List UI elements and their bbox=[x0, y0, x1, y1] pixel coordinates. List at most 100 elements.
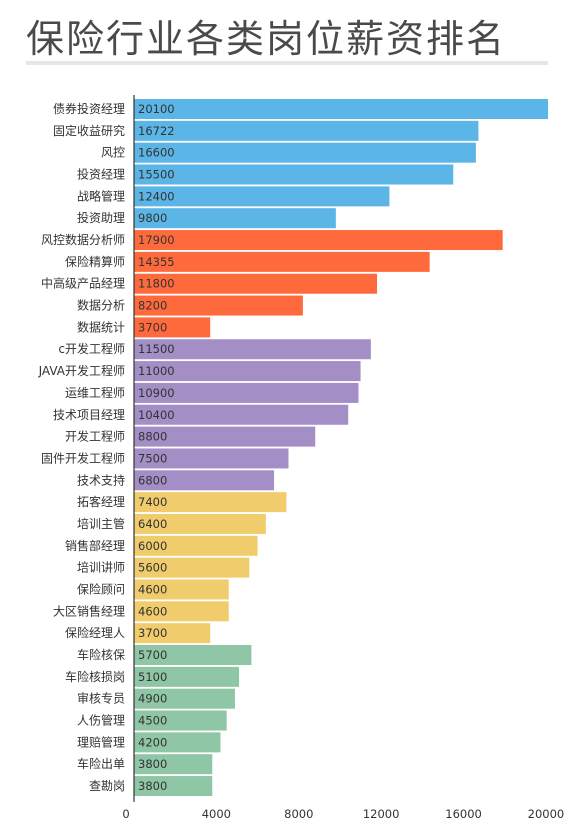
bar bbox=[134, 601, 229, 622]
value-label: 6000 bbox=[138, 539, 167, 553]
value-label: 5100 bbox=[138, 670, 167, 684]
bar bbox=[134, 470, 275, 491]
bar-row: 投资助理 9800 bbox=[77, 208, 336, 229]
value-label: 4200 bbox=[138, 735, 167, 749]
value-label: 3800 bbox=[138, 757, 167, 771]
category-label: 数据统计 bbox=[77, 319, 125, 334]
bar bbox=[134, 513, 266, 534]
bar-row: 车险核损岗 5100 bbox=[65, 666, 240, 687]
value-label: 8200 bbox=[138, 299, 167, 313]
bar bbox=[134, 535, 258, 556]
bar-row: 车险核保 5700 bbox=[77, 645, 252, 665]
bar bbox=[134, 448, 289, 469]
category-label: 中高级产品经理 bbox=[41, 276, 125, 291]
bar-row: 培训讲师 5600 bbox=[77, 557, 250, 578]
category-label: 审核专员 bbox=[77, 691, 125, 706]
bar-row: 人伤管理 4500 bbox=[77, 710, 227, 731]
value-label: 6400 bbox=[138, 517, 167, 531]
bar-row: 审核专员 4900 bbox=[77, 688, 235, 709]
x-tick-label: 8000 bbox=[284, 807, 313, 821]
category-label: 固定收益研究 bbox=[53, 123, 125, 138]
bar bbox=[134, 230, 503, 251]
bar-row: 数据分析 8200 bbox=[77, 295, 303, 316]
value-label: 14355 bbox=[138, 255, 175, 269]
value-label: 7400 bbox=[138, 495, 167, 509]
value-label: 6800 bbox=[138, 473, 167, 487]
value-label: 12400 bbox=[138, 189, 175, 203]
bar-row: 固定收益研究 16722 bbox=[53, 120, 479, 141]
bar-row: 培训主管 6400 bbox=[77, 513, 266, 534]
bar bbox=[134, 710, 227, 731]
category-label: 保险经理人 bbox=[65, 625, 125, 640]
bar-row: 销售部经理 6000 bbox=[65, 535, 258, 556]
category-label: 保险精算师 bbox=[65, 254, 125, 269]
category-label: 风控数据分析师 bbox=[41, 232, 125, 247]
value-label: 3800 bbox=[138, 779, 167, 793]
bar bbox=[134, 99, 548, 119]
bar-row: 战略管理 12400 bbox=[77, 186, 390, 207]
bar-row: 保险顾问 4600 bbox=[77, 579, 229, 600]
category-label: 风控 bbox=[101, 146, 125, 160]
category-label: 技术项目经理 bbox=[53, 408, 125, 422]
x-tick-label: 20000 bbox=[528, 807, 565, 821]
bar bbox=[134, 186, 390, 207]
category-label: 开发工程师 bbox=[65, 429, 125, 444]
category-label: 技术支持 bbox=[77, 472, 125, 487]
bar-row: 大区销售经理 4600 bbox=[53, 601, 229, 622]
value-label: 3700 bbox=[138, 320, 167, 334]
bar bbox=[134, 382, 359, 403]
bar-row: 风控 16600 bbox=[101, 142, 476, 163]
bar-row: 数据统计 3700 bbox=[77, 317, 211, 338]
bar-row: 技术项目经理 10400 bbox=[53, 404, 349, 425]
bar bbox=[134, 776, 213, 797]
category-label: 投资助理 bbox=[77, 210, 125, 225]
bar-row: 保险经理人 3700 bbox=[65, 623, 211, 644]
bar-row: 债券投资经理 20100 bbox=[53, 99, 548, 119]
category-label: 运维工程师 bbox=[65, 385, 125, 400]
category-label: 车险核损岗 bbox=[65, 669, 125, 684]
bar bbox=[134, 339, 371, 360]
value-label: 5700 bbox=[138, 648, 167, 662]
bar bbox=[134, 164, 454, 185]
bar-row: 技术支持 6800 bbox=[77, 470, 275, 491]
x-axis: 0 4000 8000 12000 16000 20000 bbox=[122, 95, 564, 821]
bar bbox=[134, 295, 303, 316]
chart-title: 保险行业各类岗位薪资排名 bbox=[26, 17, 507, 61]
bars-layer: 债券投资经理 20100 固定收益研究 16722 风控 16600 投资经理 15500 战略… bbox=[38, 99, 548, 797]
value-label: 4500 bbox=[138, 714, 167, 728]
category-label: 查勘岗 bbox=[89, 779, 125, 793]
category-label: 培训主管 bbox=[77, 516, 125, 531]
bar bbox=[134, 492, 287, 513]
category-label: 车险出单 bbox=[77, 756, 125, 771]
value-label: 11000 bbox=[138, 364, 175, 378]
bar-row: 保险精算师 14355 bbox=[65, 251, 430, 272]
value-label: 7500 bbox=[138, 451, 167, 465]
category-label: 固件开发工程师 bbox=[41, 450, 125, 465]
bar bbox=[134, 666, 240, 687]
category-label: 拓客经理 bbox=[77, 494, 125, 509]
category-label: 销售部经理 bbox=[65, 538, 125, 553]
value-label: 11800 bbox=[138, 277, 175, 291]
value-label: 3700 bbox=[138, 626, 167, 640]
value-label: 5600 bbox=[138, 561, 167, 575]
bar bbox=[134, 208, 336, 229]
bar bbox=[134, 426, 316, 447]
x-tick-label: 12000 bbox=[363, 807, 400, 821]
bar-row: 拓客经理 7400 bbox=[77, 492, 287, 513]
x-tick-label: 4000 bbox=[202, 807, 231, 821]
category-label: 人伤管理 bbox=[77, 713, 125, 728]
bar bbox=[134, 623, 211, 644]
value-label: 20100 bbox=[138, 102, 175, 116]
value-label: 4600 bbox=[138, 604, 167, 618]
value-label: 16722 bbox=[138, 124, 175, 138]
title-divider bbox=[26, 61, 548, 65]
bar-row: 投资经理 15500 bbox=[77, 164, 454, 185]
value-label: 11500 bbox=[138, 342, 175, 356]
bar bbox=[134, 251, 430, 272]
bar-row: 风控数据分析师 17900 bbox=[41, 230, 503, 251]
category-label: 保险顾问 bbox=[77, 581, 125, 596]
bar bbox=[134, 754, 213, 775]
bar-row: 运维工程师 10900 bbox=[65, 382, 359, 403]
category-label: 战略管理 bbox=[77, 188, 125, 203]
